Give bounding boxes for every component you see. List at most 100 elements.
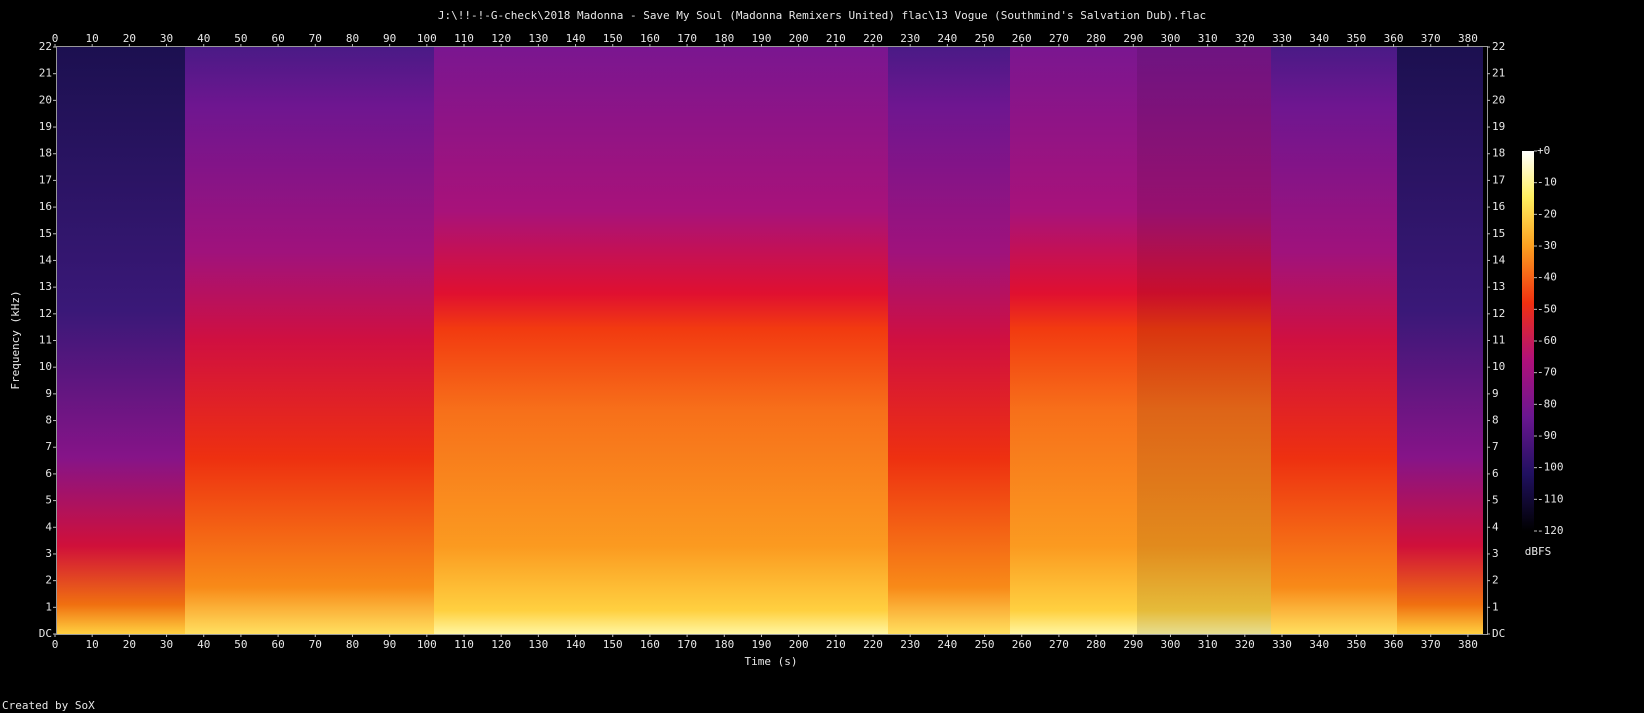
x-tick-label-top: 140 [566,32,586,45]
x-tick-label-bottom: 30 [160,638,173,651]
colorbar-tick-label: -50 [1537,302,1557,315]
y-tick-label-right: 10 [1492,360,1505,373]
x-tick-label-top: 340 [1309,32,1329,45]
y-tick-label-right: 12 [1492,307,1505,320]
x-tick-label-top: 190 [752,32,772,45]
x-tick-label-bottom: 210 [826,638,846,651]
x-tick-label-top: 0 [52,32,59,45]
y-tick-label-right: 11 [1492,334,1505,347]
x-tick-label-top: 250 [975,32,995,45]
y-axis-label: Frequency (kHz) [9,290,22,389]
x-tick-label-top: 300 [1161,32,1181,45]
colorbar [1522,151,1534,531]
x-tick-label-top: 60 [271,32,284,45]
y-tick-label-left: 17 [39,173,52,186]
y-tick-label-left: 22 [39,40,52,53]
x-tick-label-bottom: 150 [603,638,623,651]
y-tick-label-right: 4 [1492,520,1499,533]
x-tick-label-top: 320 [1235,32,1255,45]
colorbar-tick-label: -90 [1537,429,1557,442]
colorbar-tick-label: -70 [1537,366,1557,379]
x-tick-label-top: 30 [160,32,173,45]
y-tick-label-left: 20 [39,93,52,106]
x-tick-label-top: 110 [454,32,474,45]
colorbar-tick-label: -30 [1537,239,1557,252]
x-tick-label-bottom: 70 [309,638,322,651]
y-tick-label-left: 10 [39,360,52,373]
y-tick-label-left: 8 [45,414,52,427]
y-tick-label-left: 5 [45,494,52,507]
y-tick-label-left: 4 [45,520,52,533]
x-tick-label-bottom: 40 [197,638,210,651]
x-tick-label-top: 370 [1421,32,1441,45]
x-tick-label-bottom: 240 [937,638,957,651]
x-tick-label-top: 150 [603,32,623,45]
y-tick-label-right: 7 [1492,440,1499,453]
colorbar-tick-label: -80 [1537,397,1557,410]
y-tick-label-left: 18 [39,147,52,160]
y-tick-label-right: 13 [1492,280,1505,293]
x-tick-label-top: 100 [417,32,437,45]
y-tick-label-right: 20 [1492,93,1505,106]
x-tick-label-bottom: 100 [417,638,437,651]
y-tick-label-left: 12 [39,307,52,320]
x-tick-label-bottom: 130 [528,638,548,651]
colorbar-tick-label: -40 [1537,271,1557,284]
x-tick-label-bottom: 290 [1123,638,1143,651]
x-tick-label-bottom: 230 [900,638,920,651]
y-tick-label-right: 2 [1492,574,1499,587]
x-tick-label-bottom: 300 [1161,638,1181,651]
x-tick-label-top: 330 [1272,32,1292,45]
y-tick-label-right: 16 [1492,200,1505,213]
x-tick-label-bottom: 110 [454,638,474,651]
x-tick-label-top: 280 [1086,32,1106,45]
x-tick-label-bottom: 50 [234,638,247,651]
y-tick-label-right: 21 [1492,67,1505,80]
colorbar-tick-label: -10 [1537,176,1557,189]
x-tick-label-top: 160 [640,32,660,45]
x-tick-label-top: 350 [1346,32,1366,45]
x-tick-label-bottom: 380 [1458,638,1478,651]
y-tick-label-left: 14 [39,253,53,266]
y-tick-label-right: 9 [1492,387,1499,400]
y-tick-label-right: 15 [1492,227,1505,240]
x-tick-label-bottom: 10 [86,638,99,651]
x-tick-label-bottom: 280 [1086,638,1106,651]
x-tick-label-bottom: 270 [1049,638,1069,651]
colorbar-tick-label: -110 [1537,492,1564,505]
x-tick-label-top: 210 [826,32,846,45]
x-tick-label-top: 270 [1049,32,1069,45]
x-tick-label-top: 230 [900,32,920,45]
y-tick-label-left: 13 [39,280,52,293]
y-tick-label-right: DC [1492,627,1505,640]
x-tick-label-bottom: 80 [346,638,359,651]
x-axis-label: Time (s) [745,655,798,668]
colorbar-tick-label: -100 [1537,461,1564,474]
x-tick-label-bottom: 160 [640,638,660,651]
y-tick-label-right: 8 [1492,414,1499,427]
x-tick-label-bottom: 90 [383,638,396,651]
x-tick-label-top: 130 [528,32,548,45]
footer: Created by SoX [2,699,95,712]
y-tick-label-right: 3 [1492,547,1499,560]
x-tick-label-top: 70 [309,32,322,45]
y-tick-label-left: 21 [39,67,52,80]
colorbar-tick-label: -60 [1537,334,1557,347]
x-tick-label-top: 80 [346,32,359,45]
x-tick-label-top: 200 [789,32,809,45]
x-tick-label-top: 290 [1123,32,1143,45]
y-tick-label-left: 6 [45,467,52,480]
x-tick-label-bottom: 190 [752,638,772,651]
x-tick-label-bottom: 200 [789,638,809,651]
x-tick-label-bottom: 220 [863,638,883,651]
x-tick-label-bottom: 370 [1421,638,1441,651]
colorbar-tick-label: -20 [1537,207,1557,220]
x-tick-label-bottom: 250 [975,638,995,651]
x-tick-label-top: 50 [234,32,247,45]
y-tick-label-right: 17 [1492,173,1505,186]
y-tick-label-left: 7 [45,440,52,453]
y-tick-label-left: 3 [45,547,52,560]
x-tick-label-top: 220 [863,32,883,45]
